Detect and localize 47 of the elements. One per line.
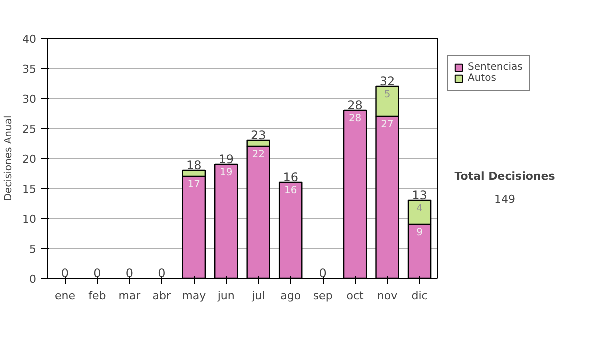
x-tick-label: mar	[118, 290, 142, 302]
total-label: 16	[283, 170, 298, 184]
x-tick-label: sep	[313, 290, 333, 302]
data-label: 4	[416, 204, 423, 214]
data-label: 5	[384, 90, 391, 100]
y-tick-label: 5	[30, 243, 36, 256]
y-tick-label: 15	[22, 183, 37, 196]
data-label: 27	[381, 120, 394, 130]
x-tick-label: nov	[377, 290, 398, 302]
data-label: 19	[220, 168, 233, 178]
y-tick-label: 0	[30, 273, 36, 286]
x-tick-label: jul	[251, 290, 266, 302]
data-label: 9	[416, 228, 423, 238]
y-tick-label: 10	[22, 213, 37, 226]
legend-label: Autos	[468, 73, 496, 84]
data-label: 17	[188, 180, 201, 190]
y-tick-label: 35	[22, 63, 37, 76]
total-label: 18	[186, 158, 202, 172]
x-tick-label: ago	[280, 290, 302, 302]
total-label: 0	[158, 266, 166, 280]
legend-label: Sentencias	[468, 62, 523, 73]
x-tick-label: abr	[152, 290, 172, 302]
x-tick-label: feb	[88, 290, 106, 302]
x-tick-label: may	[182, 290, 207, 302]
x-tick-label: ene	[54, 290, 76, 302]
total-label: 0	[94, 266, 102, 280]
data-label: 28	[348, 114, 362, 124]
total-label: 0	[61, 266, 70, 280]
data-label: 16	[284, 186, 298, 196]
total-label: 13	[412, 188, 428, 202]
y-tick-label: 30	[22, 93, 37, 106]
total-label: 0	[126, 266, 134, 280]
total-label: 0	[319, 266, 327, 280]
y-tick-label: 20	[22, 153, 37, 166]
total-label: 32	[380, 74, 396, 88]
total-label: 28	[348, 98, 363, 112]
text: Total Decisiones	[454, 170, 556, 184]
text: 149	[494, 192, 516, 206]
data-label: 22	[252, 150, 265, 160]
x-tick-label: dic	[412, 290, 428, 302]
y-axis-title: Decisiones Anual	[4, 116, 15, 202]
total-label: 19	[218, 152, 234, 166]
x-tick-label: oct	[346, 290, 365, 302]
y-tick-label: 40	[22, 33, 37, 46]
total-label: 23	[250, 128, 266, 142]
x-tick-label: jun	[216, 290, 235, 302]
y-tick-label: 25	[22, 123, 37, 136]
